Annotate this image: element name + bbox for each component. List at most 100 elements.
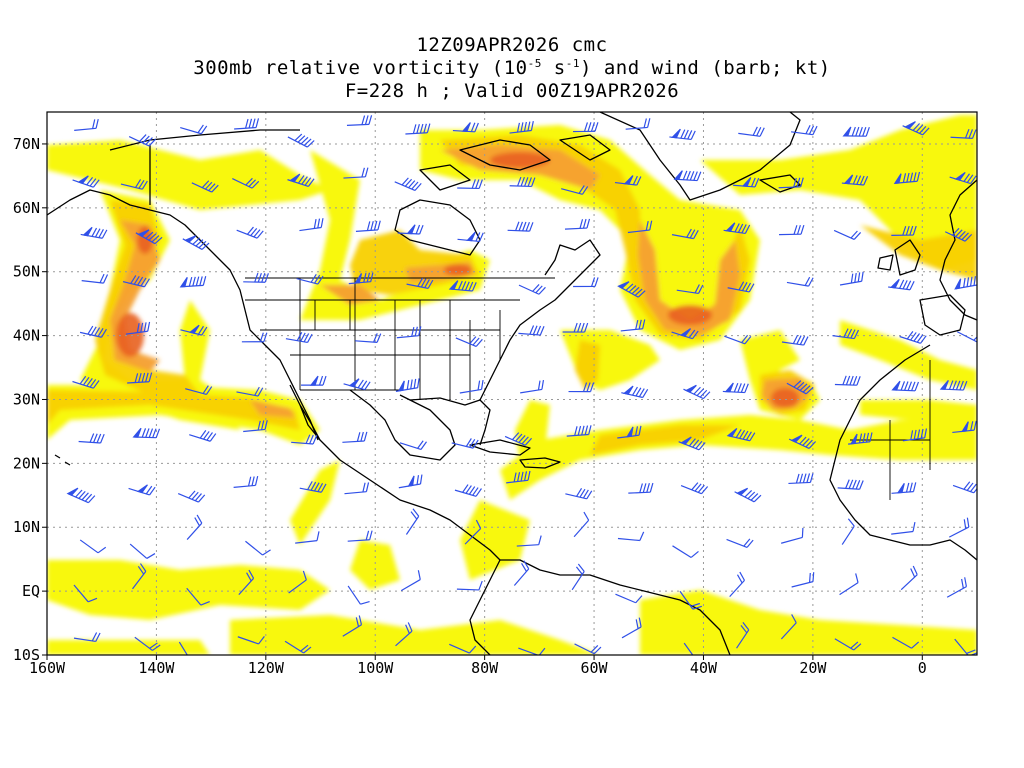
- wind-barb: [669, 128, 696, 141]
- wind-barb: [457, 231, 484, 243]
- wind-barb: [837, 479, 864, 490]
- wind-barb: [234, 118, 260, 130]
- wind-barb: [518, 647, 546, 655]
- wind-barb: [779, 224, 805, 236]
- y-tick-label: 20N: [13, 454, 40, 472]
- y-tick-label: 40N: [13, 327, 40, 345]
- wind-barb: [952, 481, 977, 494]
- wind-barb: [614, 175, 642, 186]
- wind-barb: [671, 328, 699, 340]
- wind-barb: [899, 330, 927, 344]
- wind-barb: [726, 538, 754, 548]
- wind-barb: [888, 278, 915, 291]
- wind-barb: [842, 126, 870, 137]
- wind-barb: [79, 539, 107, 554]
- wind-barb: [841, 518, 855, 545]
- wind-barb: [287, 173, 315, 187]
- wind-barb: [180, 324, 208, 336]
- wind-barb: [72, 375, 100, 389]
- wind-barb: [676, 284, 704, 295]
- wind-barb: [347, 530, 373, 542]
- wind-barb: [729, 571, 745, 598]
- wind-barb: [788, 434, 817, 449]
- wind-barb: [346, 115, 373, 126]
- title-line-3: F=228 h ; Valid 00Z19APR2026: [344, 80, 680, 102]
- wind-barb: [132, 427, 161, 439]
- wind-barb: [952, 420, 977, 434]
- wind-barb: [617, 281, 646, 298]
- x-tick-label: 100W: [357, 659, 394, 677]
- wind-barb: [128, 484, 156, 496]
- wind-barb: [891, 522, 916, 535]
- wind-barb: [81, 273, 109, 284]
- wind-barb: [892, 636, 920, 649]
- wind-barb: [452, 122, 479, 133]
- wind-barb: [786, 276, 814, 287]
- wind-barb: [722, 382, 749, 394]
- wind-barb: [786, 380, 814, 395]
- x-tick-label: 80W: [471, 659, 499, 677]
- wind-barb: [507, 221, 534, 232]
- wind-barb: [343, 167, 369, 179]
- wind-barb: [628, 482, 654, 494]
- wind-barb: [342, 431, 368, 443]
- wind-barb: [900, 565, 918, 591]
- vorticity-shading: [47, 115, 977, 655]
- wind-barb: [736, 622, 750, 649]
- wind-barb: [561, 185, 589, 195]
- wind-barb: [832, 328, 860, 340]
- wind-barb: [946, 577, 968, 598]
- wind-barb: [683, 642, 705, 655]
- y-axis-labels: 70N 60N 50N 40N 30N 20N 10N EQ 10S: [13, 135, 40, 664]
- wind-barb: [834, 375, 861, 386]
- wind-barb: [72, 175, 100, 188]
- wind-barb: [621, 617, 642, 639]
- wind-barb: [944, 227, 973, 242]
- wind-barbs: [66, 115, 977, 655]
- wind-barb: [127, 372, 153, 384]
- wind-barb: [73, 584, 98, 603]
- title-line-2: 300mb relative vorticity (10-5 s-1) and …: [193, 57, 831, 79]
- wind-barb: [565, 488, 593, 500]
- wind-barb: [191, 180, 219, 193]
- x-tick-label: 40W: [690, 659, 718, 677]
- wind-barb: [178, 641, 192, 655]
- wind-barb: [893, 171, 921, 185]
- x-tick-label: 140W: [138, 659, 175, 677]
- wind-barb: [296, 274, 324, 285]
- wind-barb: [791, 572, 815, 588]
- coastlines: [47, 112, 977, 655]
- wind-barb: [902, 428, 928, 442]
- wind-barb: [671, 228, 699, 240]
- wind-barb: [237, 636, 265, 645]
- wind-barb: [73, 632, 101, 643]
- wind-barb: [284, 640, 312, 654]
- wind-barb: [405, 123, 431, 135]
- y-tick-label: 10S: [13, 646, 40, 664]
- wind-barb: [902, 121, 930, 136]
- wind-barb: [518, 284, 546, 295]
- wind-barb: [399, 440, 427, 451]
- wind-barb: [66, 487, 96, 504]
- wind-barb: [791, 124, 818, 136]
- wind-barb: [520, 379, 545, 394]
- wind-barb: [396, 326, 422, 339]
- y-tick-label: 70N: [13, 135, 40, 153]
- wind-barb: [185, 385, 213, 396]
- wind-barb: [343, 378, 371, 391]
- wind-barb: [891, 380, 920, 392]
- wind-barb: [243, 272, 269, 283]
- y-tick-label: 50N: [13, 263, 40, 281]
- wind-barb: [238, 569, 255, 596]
- wind-barb: [394, 177, 422, 192]
- wind-barb: [834, 638, 862, 651]
- wind-barb: [954, 638, 977, 655]
- wind-barb: [949, 171, 977, 185]
- wind-barb: [620, 319, 646, 332]
- wind-barb: [189, 430, 217, 442]
- wind-barb: [504, 432, 533, 446]
- wind-barb: [573, 277, 599, 288]
- wind-barb: [891, 225, 917, 236]
- wind-barb: [186, 514, 203, 540]
- wind-barb: [683, 384, 711, 400]
